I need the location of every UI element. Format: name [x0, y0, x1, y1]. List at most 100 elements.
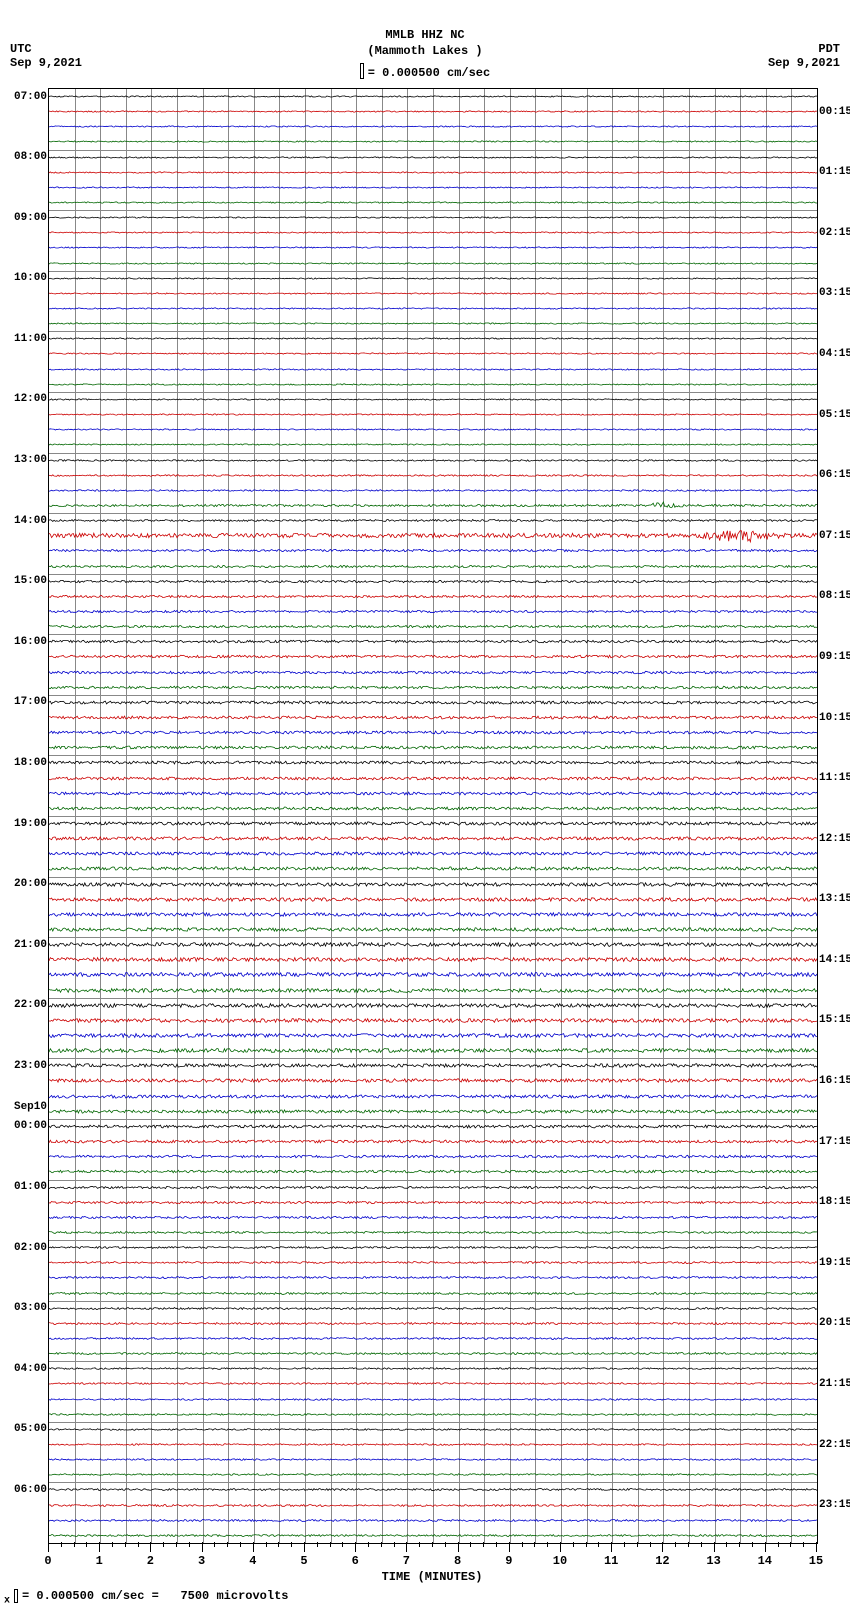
pdt-hour-label: 10:15: [817, 712, 850, 724]
utc-hour-label: 00:00: [14, 1120, 49, 1132]
pdt-hour-label: 17:15: [817, 1136, 850, 1148]
utc-hour-label: 01:00: [14, 1181, 49, 1193]
trace-row: [49, 119, 817, 134]
trace-row: [49, 498, 817, 513]
utc-hour-label: 02:00: [14, 1242, 49, 1254]
trace-row: [49, 1452, 817, 1467]
utc-hour-label: 13:00: [14, 454, 49, 466]
pdt-hour-label: 18:15: [817, 1196, 850, 1208]
x-tick-label: 15: [809, 1554, 823, 1568]
scale-indicator: = 0.000500 cm/sec: [0, 65, 850, 81]
trace-row: [49, 1392, 817, 1407]
footer-scale: x= 0.000500 cm/sec = 7500 microvolts: [4, 1589, 288, 1607]
trace-row: [49, 271, 817, 286]
trace-row: [49, 649, 817, 664]
trace-row: [49, 286, 817, 301]
pdt-hour-label: 08:15: [817, 590, 850, 602]
trace-row: [49, 1270, 817, 1285]
x-axis: TIME (MINUTES) 0123456789101112131415: [48, 1542, 816, 1592]
trace-row: [49, 195, 817, 210]
pdt-hour-label: 23:15: [817, 1499, 850, 1511]
trace-row: [49, 1498, 817, 1513]
trace-row: [49, 1422, 817, 1437]
utc-hour-label: 15:00: [14, 575, 49, 587]
pdt-hour-label: 11:15: [817, 772, 850, 784]
pdt-hour-label: 13:15: [817, 893, 850, 905]
trace-row: [49, 619, 817, 634]
footer-bar-icon: [14, 1589, 18, 1603]
pdt-hour-label: 02:15: [817, 227, 850, 239]
utc-hour-label: 23:00: [14, 1060, 49, 1072]
x-tick-label: 9: [505, 1554, 512, 1568]
trace-row: [49, 1013, 817, 1028]
utc-hour-label: 11:00: [14, 333, 49, 345]
utc-hour-label: 16:00: [14, 636, 49, 648]
x-tick-label: 10: [553, 1554, 567, 1568]
trace-row: [49, 104, 817, 119]
trace-row: [49, 362, 817, 377]
pdt-hour-label: 00:15: [817, 106, 850, 118]
trace-row: [49, 801, 817, 816]
x-tick-label: 11: [604, 1554, 618, 1568]
trace-row: [49, 437, 817, 452]
utc-hour-label: 22:00: [14, 999, 49, 1011]
trace-row: [49, 1164, 817, 1179]
pdt-hour-label: 04:15: [817, 348, 850, 360]
utc-hour-label: 14:00: [14, 515, 49, 527]
trace-row: [49, 846, 817, 861]
footer-text-a: = 0.000500 cm/sec =: [22, 1590, 159, 1604]
utc-hour-label: 18:00: [14, 757, 49, 769]
pdt-hour-label: 01:15: [817, 166, 850, 178]
trace-row: [49, 1149, 817, 1164]
trace-row: [49, 528, 817, 543]
x-tick-label: 8: [454, 1554, 461, 1568]
trace-row: [49, 952, 817, 967]
trace-row: [49, 210, 817, 225]
trace-row: [49, 89, 817, 104]
trace-row: [49, 1528, 817, 1543]
trace-row: [49, 1073, 817, 1088]
tz-left-date: Sep 9,2021: [10, 56, 82, 70]
trace-row: [49, 1210, 817, 1225]
x-tick-label: 14: [758, 1554, 772, 1568]
trace-row: [49, 1225, 817, 1240]
tz-left-label: UTC: [10, 42, 32, 56]
trace-row: [49, 937, 817, 952]
station-code: MMLB HHZ NC: [0, 28, 850, 44]
x-tick-label: 0: [44, 1554, 51, 1568]
trace-row: [49, 907, 817, 922]
utc-hour-label: 12:00: [14, 393, 49, 405]
trace-row: [49, 1513, 817, 1528]
utc-hour-label: 20:00: [14, 878, 49, 890]
trace-row: [49, 1286, 817, 1301]
trace-row: [49, 331, 817, 346]
utc-hour-label: 10:00: [14, 272, 49, 284]
tz-right-label: PDT: [818, 42, 840, 56]
x-tick-label: 3: [198, 1554, 205, 1568]
pdt-hour-label: 05:15: [817, 409, 850, 421]
trace-row: [49, 316, 817, 331]
pdt-hour-label: 12:15: [817, 833, 850, 845]
utc-hour-label: 09:00: [14, 212, 49, 224]
trace-row: [49, 150, 817, 165]
trace-row: [49, 1195, 817, 1210]
trace-row: [49, 1346, 817, 1361]
trace-row: [49, 1331, 817, 1346]
trace-row: [49, 998, 817, 1013]
trace-row: [49, 1240, 817, 1255]
pdt-hour-label: 07:15: [817, 530, 850, 542]
trace-row: [49, 1482, 817, 1497]
station-location: (Mammoth Lakes ): [0, 44, 850, 60]
pdt-hour-label: 09:15: [817, 651, 850, 663]
trace-row: [49, 861, 817, 876]
trace-row: [49, 346, 817, 361]
utc-hour-label: 07:00: [14, 91, 49, 103]
utc-hour-label: 19:00: [14, 818, 49, 830]
trace-row: [49, 604, 817, 619]
pdt-hour-label: 03:15: [817, 287, 850, 299]
trace-row: [49, 877, 817, 892]
x-tick-label: 6: [352, 1554, 359, 1568]
trace-row: [49, 634, 817, 649]
trace-row: [49, 225, 817, 240]
chart-header: MMLB HHZ NC (Mammoth Lakes ): [0, 0, 850, 59]
